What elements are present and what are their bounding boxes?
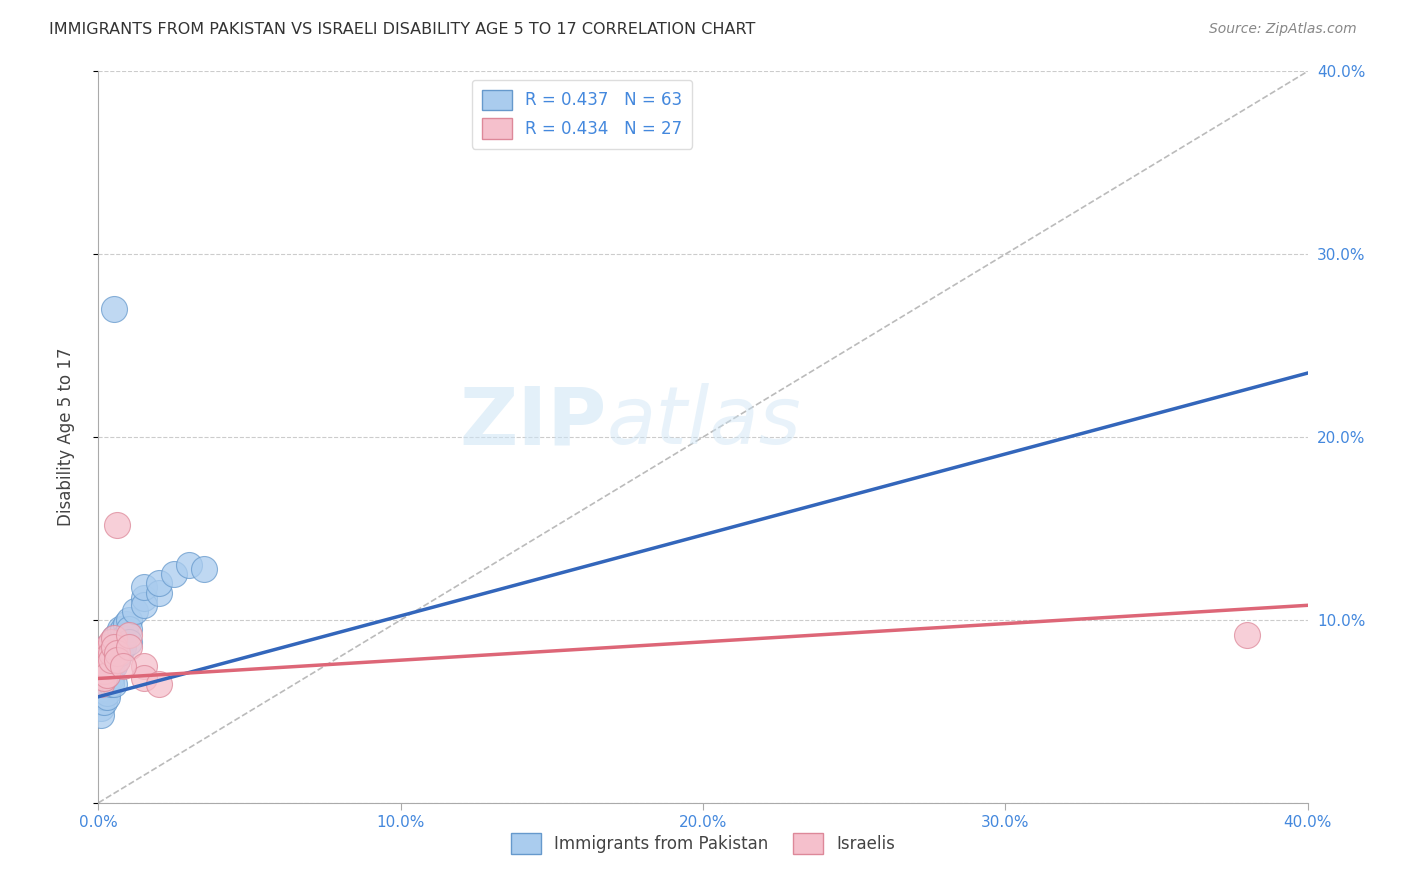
Point (90, 686, 112, 700)
Point (132, 658, 155, 673)
Point (103, 632, 125, 646)
Point (96, 667, 118, 681)
Point (93, 677, 115, 691)
Point (93, 695, 115, 709)
Point (132, 591, 155, 605)
Point (108, 635, 131, 649)
Point (111, 632, 134, 646)
Legend: Immigrants from Pakistan, Israelis: Immigrants from Pakistan, Israelis (503, 827, 903, 860)
Point (90, 690, 112, 704)
Point (93, 649, 115, 664)
Point (100, 677, 122, 691)
Point (90, 708, 112, 723)
Point (193, 562, 215, 576)
Point (132, 580, 155, 594)
Point (114, 616, 136, 631)
Point (179, 558, 201, 573)
Point (103, 658, 125, 673)
Point (90, 672, 112, 686)
Point (100, 653, 122, 667)
Point (118, 622, 141, 636)
Point (1236, 627, 1258, 641)
Point (90, 658, 112, 673)
Point (103, 301, 125, 317)
Point (93, 646, 115, 660)
Point (93, 672, 115, 686)
Point (90, 700, 112, 714)
Point (90, 667, 112, 681)
Point (132, 599, 155, 613)
Point (96, 658, 118, 673)
Point (96, 640, 118, 655)
Point (111, 640, 134, 655)
Point (105, 635, 128, 649)
Point (108, 646, 131, 660)
Point (105, 627, 128, 641)
Point (163, 567, 186, 582)
Point (148, 585, 170, 599)
Point (90, 677, 112, 691)
Point (96, 649, 118, 664)
Point (96, 690, 118, 704)
Point (105, 653, 128, 667)
Point (100, 672, 122, 686)
Point (100, 635, 122, 649)
Point (132, 672, 155, 686)
Point (96, 658, 118, 673)
Point (96, 677, 118, 691)
Point (103, 649, 125, 664)
Point (103, 677, 125, 691)
Point (100, 653, 122, 667)
Point (118, 635, 141, 649)
Point (90, 653, 112, 667)
Point (118, 627, 141, 641)
Text: Source: ZipAtlas.com: Source: ZipAtlas.com (1209, 22, 1357, 37)
Y-axis label: Disability Age 5 to 17: Disability Age 5 to 17 (56, 348, 75, 526)
Point (103, 632, 125, 646)
Point (105, 640, 128, 655)
Point (148, 576, 170, 591)
Point (90, 664, 112, 678)
Point (93, 658, 115, 673)
Point (111, 658, 134, 673)
Point (90, 695, 112, 709)
Point (90, 649, 112, 664)
Point (100, 646, 122, 660)
Point (93, 653, 115, 667)
Text: atlas: atlas (606, 384, 801, 461)
Point (90, 682, 112, 697)
Point (93, 664, 115, 678)
Point (108, 622, 131, 636)
Point (103, 640, 125, 655)
Point (105, 517, 128, 532)
Point (105, 646, 128, 660)
Point (105, 653, 128, 667)
Point (111, 622, 134, 636)
Point (90, 677, 112, 691)
Point (93, 690, 115, 704)
Point (90, 667, 112, 681)
Point (148, 677, 170, 691)
Point (103, 640, 125, 655)
Point (96, 686, 118, 700)
Point (96, 640, 118, 655)
Point (96, 649, 118, 664)
Text: ZIP: ZIP (458, 384, 606, 461)
Point (96, 667, 118, 681)
Point (114, 627, 136, 641)
Point (93, 664, 115, 678)
Point (100, 658, 122, 673)
Point (100, 664, 122, 678)
Text: IMMIGRANTS FROM PAKISTAN VS ISRAELI DISABILITY AGE 5 TO 17 CORRELATION CHART: IMMIGRANTS FROM PAKISTAN VS ISRAELI DISA… (49, 22, 755, 37)
Point (93, 682, 115, 697)
Point (118, 640, 141, 655)
Point (90, 658, 112, 673)
Point (93, 672, 115, 686)
Point (100, 646, 122, 660)
Point (124, 604, 146, 618)
Point (118, 613, 141, 627)
